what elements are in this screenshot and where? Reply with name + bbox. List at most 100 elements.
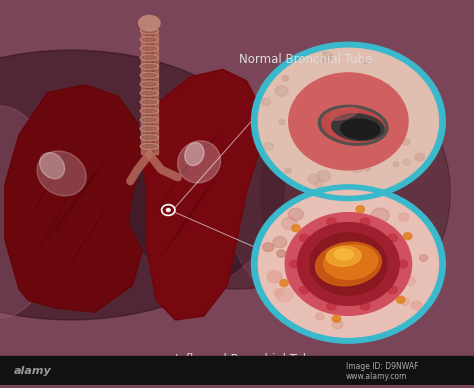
Ellipse shape — [140, 108, 158, 114]
Ellipse shape — [332, 114, 384, 140]
Ellipse shape — [37, 151, 86, 196]
Ellipse shape — [223, 69, 365, 301]
Ellipse shape — [138, 16, 160, 31]
Circle shape — [275, 86, 288, 96]
Circle shape — [402, 139, 410, 145]
Ellipse shape — [140, 36, 158, 43]
Ellipse shape — [329, 107, 358, 120]
Circle shape — [348, 296, 362, 307]
Circle shape — [316, 223, 330, 235]
Circle shape — [382, 231, 391, 238]
Circle shape — [254, 187, 443, 341]
Ellipse shape — [178, 141, 220, 183]
Text: alamy: alamy — [14, 366, 52, 376]
Circle shape — [363, 89, 369, 94]
Ellipse shape — [142, 127, 157, 131]
Ellipse shape — [140, 81, 158, 87]
Circle shape — [336, 292, 349, 303]
Circle shape — [378, 83, 391, 94]
Ellipse shape — [142, 91, 157, 95]
Circle shape — [289, 73, 408, 170]
Circle shape — [411, 301, 422, 310]
Ellipse shape — [140, 144, 158, 149]
Circle shape — [415, 153, 425, 161]
Circle shape — [388, 286, 397, 294]
Circle shape — [332, 320, 343, 329]
Polygon shape — [142, 69, 261, 320]
Circle shape — [277, 250, 286, 257]
Circle shape — [282, 76, 289, 81]
Circle shape — [258, 191, 438, 337]
Ellipse shape — [142, 109, 157, 113]
Ellipse shape — [140, 54, 158, 61]
Ellipse shape — [140, 28, 158, 34]
Circle shape — [264, 142, 273, 150]
Circle shape — [356, 206, 365, 213]
Polygon shape — [5, 85, 142, 312]
Circle shape — [398, 260, 408, 268]
Circle shape — [276, 288, 293, 302]
Circle shape — [302, 95, 310, 102]
Ellipse shape — [142, 118, 157, 122]
Circle shape — [290, 115, 301, 124]
Circle shape — [364, 166, 370, 171]
Ellipse shape — [140, 126, 158, 132]
Ellipse shape — [140, 63, 158, 69]
Circle shape — [391, 118, 401, 126]
Ellipse shape — [324, 245, 378, 279]
Circle shape — [310, 233, 387, 295]
Circle shape — [273, 237, 287, 248]
Circle shape — [322, 241, 334, 250]
Circle shape — [376, 284, 388, 294]
Ellipse shape — [118, 96, 356, 289]
Ellipse shape — [140, 45, 158, 52]
Ellipse shape — [142, 82, 157, 86]
Ellipse shape — [340, 119, 380, 139]
Ellipse shape — [142, 136, 157, 139]
Ellipse shape — [140, 135, 158, 140]
Circle shape — [331, 147, 342, 156]
Ellipse shape — [142, 47, 157, 50]
Bar — [141, 31, 158, 154]
Circle shape — [401, 298, 410, 305]
Circle shape — [279, 120, 285, 125]
Circle shape — [343, 215, 356, 225]
Circle shape — [254, 44, 443, 199]
Circle shape — [360, 302, 370, 310]
Ellipse shape — [334, 249, 353, 260]
Circle shape — [314, 242, 326, 252]
Ellipse shape — [142, 55, 157, 59]
Text: Normal Bronchial Tube: Normal Bronchial Tube — [239, 53, 373, 66]
Ellipse shape — [0, 50, 284, 320]
Circle shape — [403, 159, 410, 165]
Ellipse shape — [142, 73, 157, 77]
Polygon shape — [5, 85, 142, 312]
Circle shape — [285, 213, 411, 315]
Circle shape — [288, 208, 303, 220]
Circle shape — [320, 52, 333, 62]
Circle shape — [349, 160, 364, 172]
Circle shape — [388, 234, 397, 242]
Circle shape — [419, 255, 428, 261]
Text: Inflamed Bronchial Tube
of an Asthmatic: Inflamed Bronchial Tube of an Asthmatic — [175, 353, 318, 381]
Ellipse shape — [185, 143, 204, 166]
Circle shape — [397, 296, 405, 303]
Ellipse shape — [140, 99, 158, 105]
Circle shape — [362, 59, 369, 64]
Circle shape — [327, 218, 337, 226]
Ellipse shape — [140, 90, 158, 96]
Ellipse shape — [140, 117, 158, 123]
Circle shape — [314, 180, 323, 187]
Ellipse shape — [142, 29, 157, 33]
Circle shape — [382, 96, 396, 107]
Circle shape — [308, 174, 320, 184]
Ellipse shape — [40, 152, 64, 179]
Ellipse shape — [142, 38, 157, 42]
Circle shape — [403, 233, 412, 240]
Circle shape — [317, 171, 330, 182]
Ellipse shape — [142, 100, 157, 104]
Ellipse shape — [0, 106, 59, 318]
Circle shape — [280, 279, 288, 286]
Ellipse shape — [316, 242, 381, 286]
Ellipse shape — [319, 105, 388, 145]
